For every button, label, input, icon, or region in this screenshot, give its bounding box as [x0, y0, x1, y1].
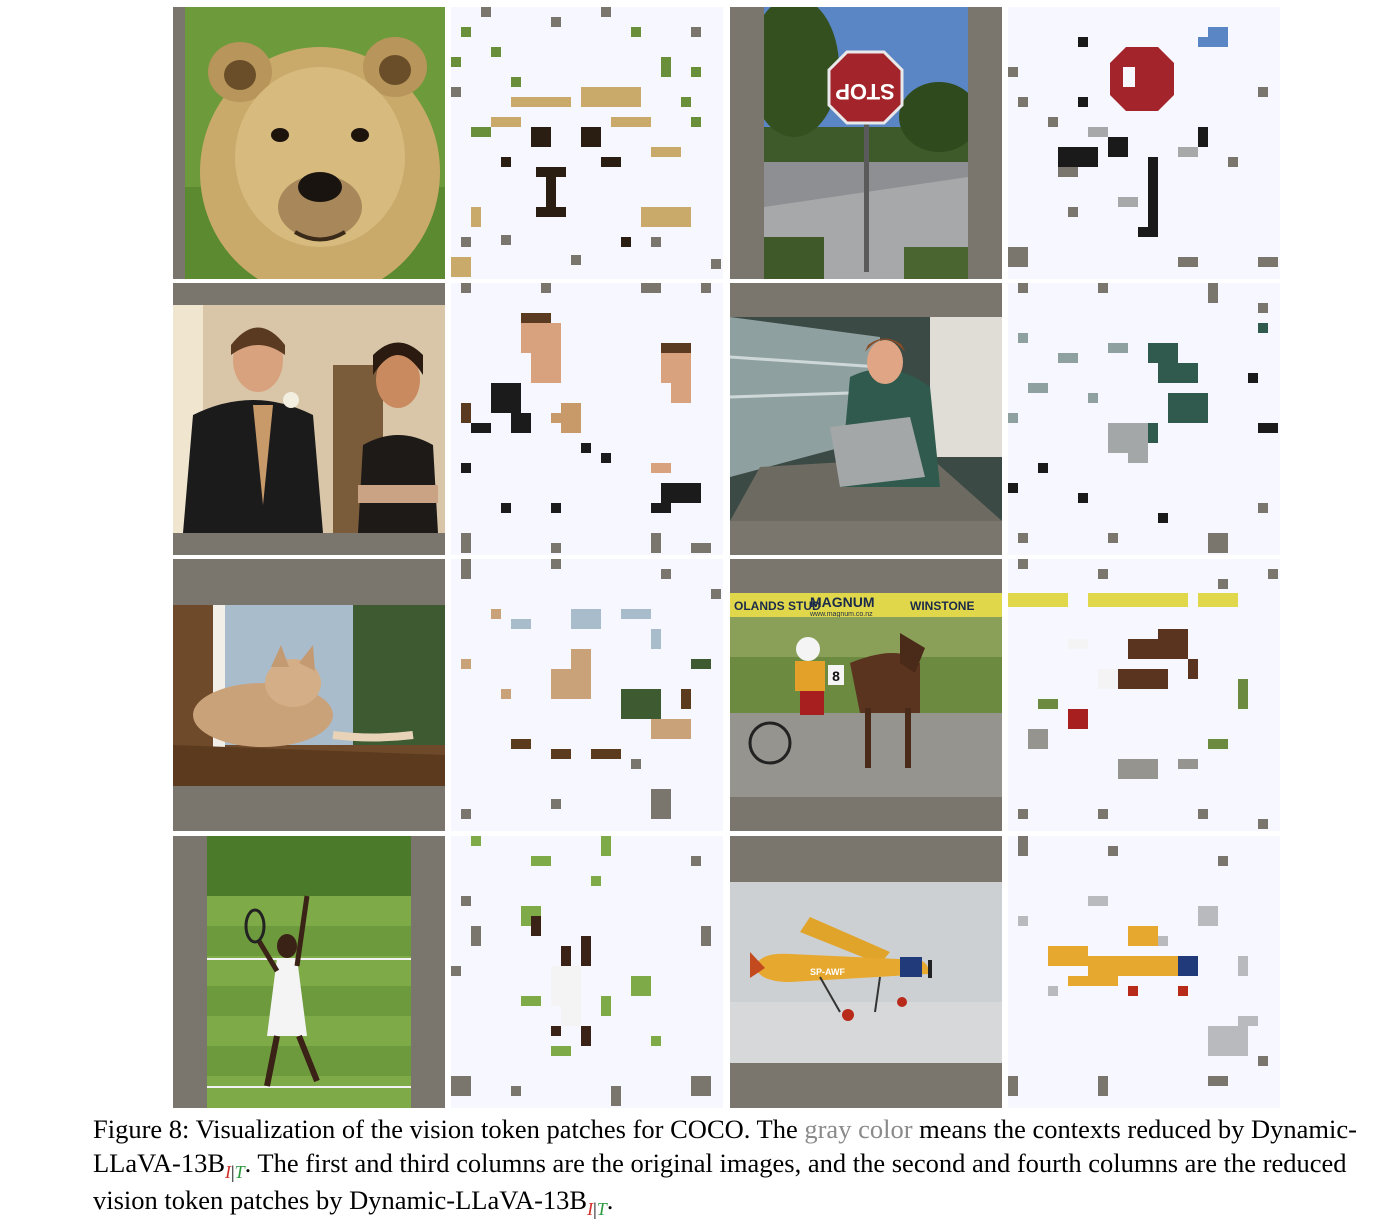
tennis-player-photo — [207, 836, 411, 1108]
subscript-bar: | — [231, 1162, 235, 1182]
reduced-patches-bear — [451, 7, 723, 279]
original-image-tennis-player — [173, 836, 445, 1108]
original-image-harness-racing: OLANDS STUD MAGNUM www.magnum.co.nz WINS… — [730, 559, 1002, 831]
cat-window-photo — [173, 605, 445, 786]
bear-photo — [185, 7, 445, 279]
patch-map-stop-sign — [1008, 27, 1278, 267]
original-image-airplane: SP-AWF — [730, 836, 1002, 1108]
reduced-patches-stop-sign — [1008, 7, 1280, 279]
caption-part-2: means the contexts reduced by Dynamic-LL… — [93, 1114, 1357, 1178]
reduced-patches-wedding-couple — [451, 283, 723, 555]
caption-part-3: . The first and third columns are the or… — [93, 1148, 1347, 1215]
original-image-stop-sign: STOP — [730, 7, 1002, 279]
patch-map-train-laptop — [1008, 283, 1278, 553]
patch-map-cat-window — [461, 559, 721, 819]
banner-right-text: WINSTONE — [910, 599, 974, 613]
reduced-patches-airplane — [1008, 836, 1280, 1108]
subscript-t: T — [234, 1162, 245, 1182]
banner-left-text: OLANDS STUD — [734, 599, 821, 613]
figure-caption: Figure 8: Visualization of the vision to… — [93, 1112, 1363, 1220]
patch-map-wedding-couple — [461, 283, 711, 553]
original-image-cat-window — [173, 559, 445, 831]
original-image-wedding-couple — [173, 283, 445, 555]
patch-map-tennis-player — [451, 836, 711, 1106]
reduced-patches-tennis-player — [451, 836, 723, 1108]
subscript-t-2: T — [596, 1199, 607, 1219]
reduced-patches-train-laptop — [1008, 283, 1280, 555]
train-laptop-photo — [730, 317, 1002, 521]
caption-part-1: Figure 8: Visualization of the vision to… — [93, 1114, 805, 1144]
stop-sign-photo: STOP — [764, 7, 968, 279]
cart-number-text: 8 — [832, 668, 840, 684]
harness-racing-photo: OLANDS STUD MAGNUM www.magnum.co.nz WINS… — [730, 593, 1002, 797]
subscript-i: I — [225, 1162, 231, 1182]
original-image-train-laptop — [730, 283, 1002, 555]
wedding-couple-photo — [173, 305, 445, 533]
original-image-bear — [173, 7, 445, 279]
figure-grid: STOP — [173, 7, 1281, 1108]
subscript-bar-2: | — [593, 1199, 597, 1219]
patch-map-bear — [451, 7, 721, 277]
subscript-i-2: I — [587, 1199, 594, 1219]
reduced-patches-cat-window — [451, 559, 723, 831]
banner-url-text: www.magnum.co.nz — [809, 611, 873, 618]
caption-part-4: . — [606, 1185, 614, 1215]
caption-gray-phrase: gray color — [804, 1114, 913, 1144]
reduced-patches-harness-racing — [1008, 559, 1280, 831]
patch-map-airplane — [1008, 836, 1268, 1096]
airplane-photo: SP-AWF — [730, 882, 1002, 1063]
stop-sign-text: STOP — [835, 79, 895, 104]
patch-map-harness-racing — [1008, 559, 1278, 829]
caption-subscript-2: I|T — [587, 1199, 607, 1219]
banner-middle-text: MAGNUM — [810, 594, 875, 610]
plane-registration-text: SP-AWF — [810, 967, 846, 977]
caption-subscript-1: I|T — [225, 1162, 245, 1182]
